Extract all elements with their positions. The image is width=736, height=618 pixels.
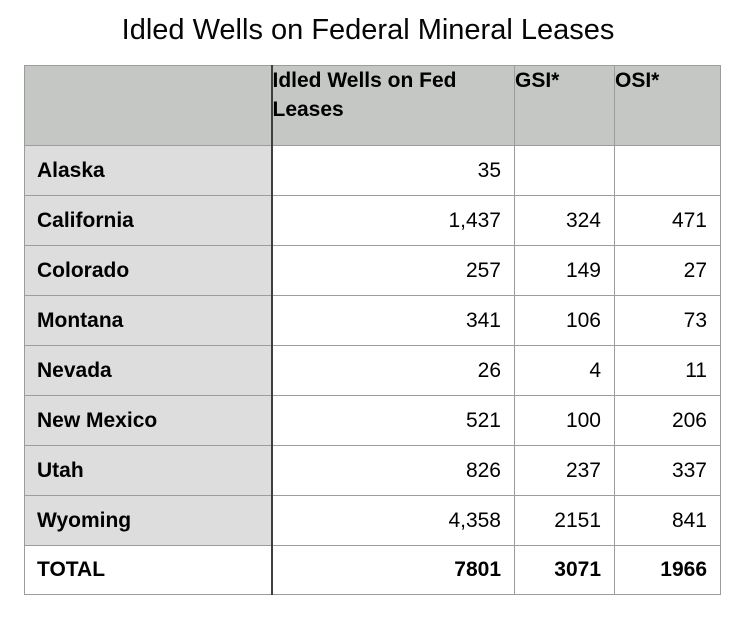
table-row-nevada: Nevada 26 4 11 [24, 345, 721, 396]
column-header-idled-wells: Idled Wells on Fed Leases [271, 65, 515, 146]
osi-value: 206 [614, 395, 721, 446]
state-label: Alaska [24, 145, 273, 196]
state-label: New Mexico [24, 395, 273, 446]
osi-value: 337 [614, 445, 721, 496]
gsi-value: 100 [514, 395, 615, 446]
gsi-value: 4 [514, 345, 615, 396]
idled-wells-table: Idled Wells on Fed Leases GSI* OSI* Alas… [24, 65, 721, 595]
total-idled-value: 7801 [271, 545, 515, 595]
gsi-value: 237 [514, 445, 615, 496]
gsi-value: 149 [514, 245, 615, 296]
idled-value: 341 [271, 295, 515, 346]
state-label: Montana [24, 295, 273, 346]
gsi-value: 324 [514, 195, 615, 246]
idled-value: 826 [271, 445, 515, 496]
osi-value: 11 [614, 345, 721, 396]
table-header-row: Idled Wells on Fed Leases GSI* OSI* [24, 65, 721, 146]
column-header-gsi: GSI* [514, 65, 615, 146]
total-label: TOTAL [24, 545, 273, 595]
state-label: Colorado [24, 245, 273, 296]
table-row-total: TOTAL 7801 3071 1966 [24, 545, 721, 595]
table-row-wyoming: Wyoming 4,358 2151 841 [24, 495, 721, 546]
idled-value: 4,358 [271, 495, 515, 546]
idled-value: 35 [271, 145, 515, 196]
column-header-osi: OSI* [614, 65, 721, 146]
state-label: California [24, 195, 273, 246]
idled-value: 521 [271, 395, 515, 446]
gsi-value: 2151 [514, 495, 615, 546]
table-row-colorado: Colorado 257 149 27 [24, 245, 721, 296]
osi-value [614, 145, 721, 196]
table-row-california: California 1,437 324 471 [24, 195, 721, 246]
table-row-new-mexico: New Mexico 521 100 206 [24, 395, 721, 446]
total-gsi-value: 3071 [514, 545, 615, 595]
page-title: Idled Wells on Federal Mineral Leases [121, 14, 615, 46]
state-label: Utah [24, 445, 273, 496]
state-label: Nevada [24, 345, 273, 396]
table-row-alaska: Alaska 35 [24, 145, 721, 196]
gsi-value: 106 [514, 295, 615, 346]
osi-value: 471 [614, 195, 721, 246]
osi-value: 73 [614, 295, 721, 346]
idled-value: 257 [271, 245, 515, 296]
total-osi-value: 1966 [614, 545, 721, 595]
osi-value: 27 [614, 245, 721, 296]
idled-value: 1,437 [271, 195, 515, 246]
osi-value: 841 [614, 495, 721, 546]
table-row-utah: Utah 826 237 337 [24, 445, 721, 496]
gsi-value [514, 145, 615, 196]
idled-value: 26 [271, 345, 515, 396]
table-row-montana: Montana 341 106 73 [24, 295, 721, 346]
state-label: Wyoming [24, 495, 273, 546]
column-header-state [24, 65, 273, 146]
